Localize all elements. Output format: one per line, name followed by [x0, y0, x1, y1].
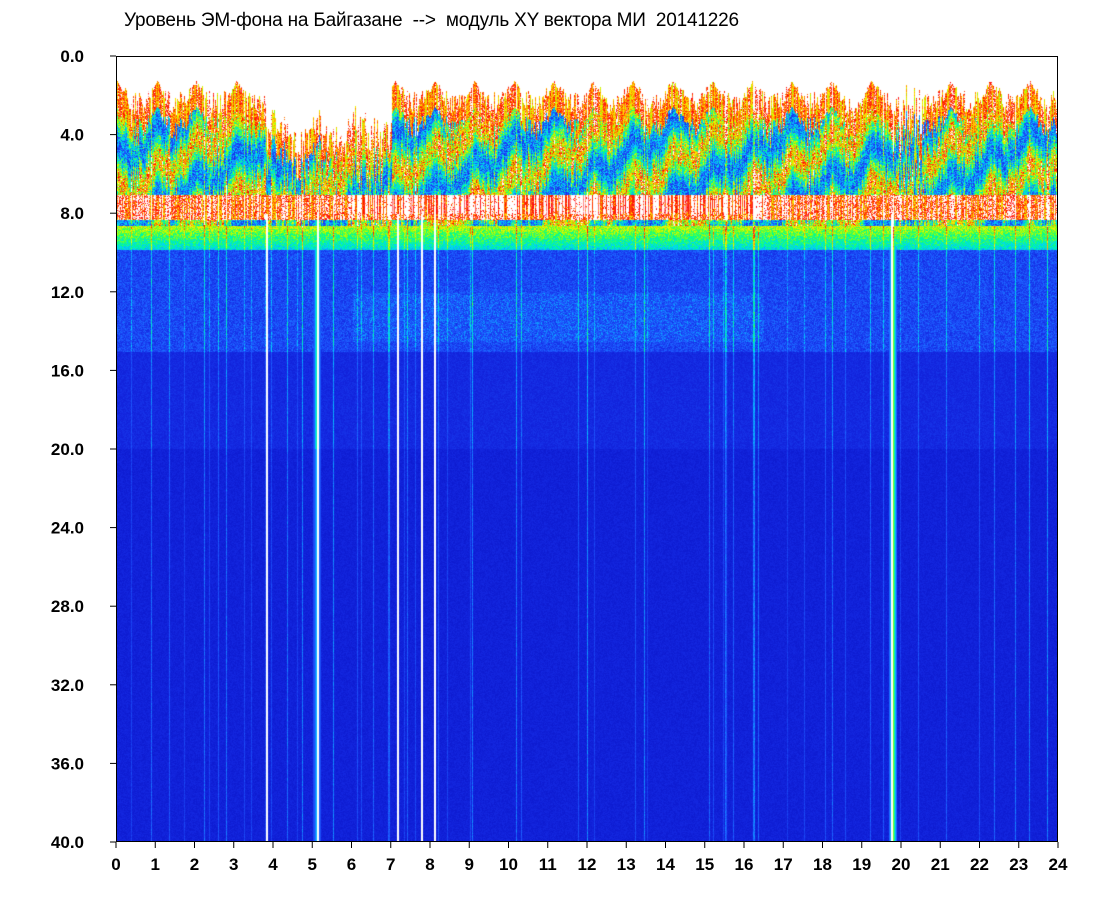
- x-tick-label: 16: [735, 855, 754, 874]
- spectrogram-heatmap: [117, 57, 1057, 841]
- y-tick-label: 12.0: [51, 283, 84, 302]
- y-tick-label: 20.0: [51, 440, 84, 459]
- x-tick-label: 6: [347, 855, 356, 874]
- x-tick-label: 9: [465, 855, 474, 874]
- y-tick-label: 28.0: [51, 597, 84, 616]
- x-tick-label: 19: [852, 855, 871, 874]
- x-tick-label: 22: [970, 855, 989, 874]
- x-tick-label: 3: [229, 855, 238, 874]
- x-tick-label: 11: [539, 855, 557, 874]
- x-tick-label: 18: [813, 855, 832, 874]
- x-tick-label: 13: [617, 855, 636, 874]
- y-tick-label: 32.0: [51, 676, 84, 695]
- x-tick-label: 24: [1049, 855, 1068, 874]
- x-tick-label: 15: [695, 855, 714, 874]
- spectrogram-plot-area: [116, 56, 1058, 842]
- y-tick-label: 40.0: [51, 833, 84, 852]
- x-tick-label: 20: [892, 855, 911, 874]
- y-tick-label: 16.0: [51, 361, 84, 380]
- x-tick-label: 2: [190, 855, 199, 874]
- chart-title: Уровень ЭМ-фона на Байгазане --> модуль …: [124, 10, 739, 31]
- y-tick-label: 8.0: [60, 204, 84, 223]
- x-tick-label: 17: [774, 855, 793, 874]
- x-tick-label: 21: [931, 855, 950, 874]
- x-tick-label: 4: [268, 855, 278, 874]
- y-axis: 0.0 4.0 8.0 12.0 16.0 20.0 24.0 28.0 32.0 36.0 40.…: [51, 47, 116, 852]
- x-tick-label: 5: [308, 855, 317, 874]
- x-tick-label: 1: [151, 855, 160, 874]
- x-tick-label: 7: [386, 855, 395, 874]
- y-tick-label: 36.0: [51, 754, 84, 773]
- x-tick-label: 10: [499, 855, 518, 874]
- x-tick-label: 0: [111, 855, 120, 874]
- x-tick-label: 23: [1009, 855, 1028, 874]
- y-tick-label: 24.0: [51, 519, 84, 538]
- x-tick-label: 12: [578, 855, 597, 874]
- y-tick-label: 0.0: [60, 47, 84, 66]
- x-axis: 0 1 2 3 4 5 6 7 8 9 10 11 12 13 14 15 16 17 18 19 20 21 22 23 24: [111, 842, 1068, 874]
- x-tick-label: 8: [425, 855, 434, 874]
- y-tick-label: 4.0: [60, 126, 84, 145]
- x-tick-label: 14: [656, 855, 675, 874]
